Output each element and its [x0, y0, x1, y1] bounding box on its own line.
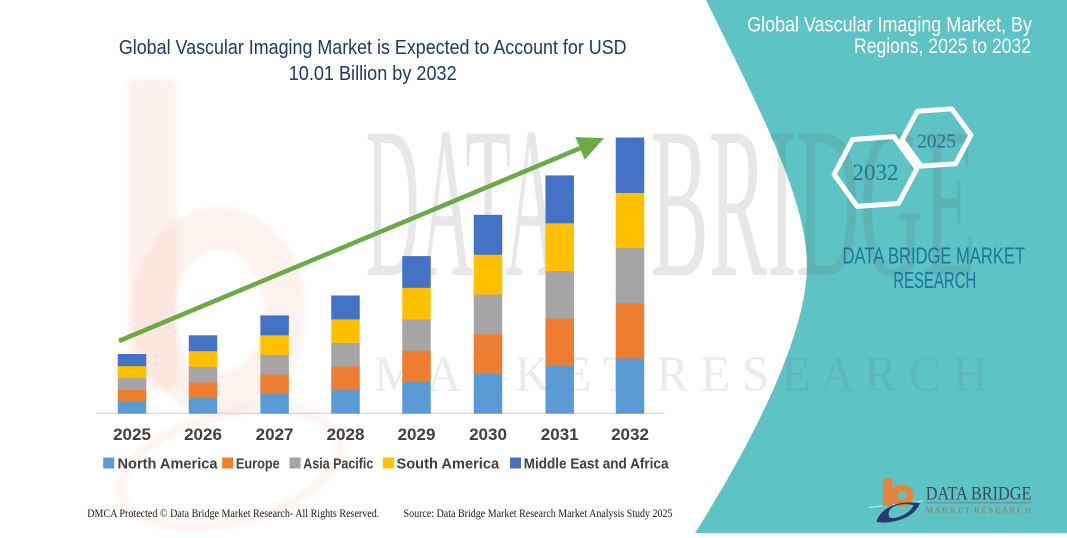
svg-text:Asia Pacific: Asia Pacific — [303, 456, 373, 473]
svg-text:M A R K E T R E S E A R C H: M A R K E T R E S E A R C H — [926, 506, 1032, 515]
svg-text:DATA BRIDGE: DATA BRIDGE — [926, 485, 1032, 505]
svg-text:Europe: Europe — [236, 456, 280, 473]
svg-text:Source: Data Bridge Market Res: Source: Data Bridge Market Research Mark… — [404, 508, 673, 520]
svg-text:2032: 2032 — [853, 160, 899, 185]
svg-text:2030: 2030 — [469, 425, 507, 444]
svg-text:Global Vascular Imaging Market: Global Vascular Imaging Market, By — [747, 13, 1032, 36]
svg-text:M A R K E T R E S E A R C H: M A R K E T R E S E A R C H — [374, 347, 988, 403]
svg-text:DMCA Protected © Data Bridge M: DMCA Protected © Data Bridge Market Rese… — [87, 508, 379, 520]
svg-text:North America: North America — [118, 456, 219, 473]
svg-text:2031: 2031 — [541, 425, 579, 444]
svg-text:DATA BRIDGE MARKET: DATA BRIDGE MARKET — [843, 243, 1026, 269]
svg-text:BRIDGE: BRIDGE — [650, 84, 976, 323]
svg-text:2026: 2026 — [184, 425, 222, 444]
svg-text:Regions, 2025 to 2032: Regions, 2025 to 2032 — [854, 35, 1031, 58]
svg-text:10.01 Billion by 2032: 10.01 Billion by 2032 — [289, 62, 457, 85]
svg-text:South America: South America — [397, 456, 500, 473]
svg-text:2028: 2028 — [327, 425, 365, 444]
svg-text:2029: 2029 — [398, 425, 436, 444]
svg-text:Middle East and Africa: Middle East and Africa — [524, 456, 669, 473]
svg-text:2027: 2027 — [256, 425, 294, 444]
svg-text:2025: 2025 — [917, 132, 956, 153]
svg-text:2025: 2025 — [113, 425, 151, 444]
svg-text:Global Vascular Imaging Market: Global Vascular Imaging Market is Expect… — [119, 36, 627, 59]
svg-text:2032: 2032 — [611, 425, 649, 444]
svg-text:DATA: DATA — [366, 84, 559, 323]
svg-text:RESEARCH: RESEARCH — [893, 267, 976, 293]
